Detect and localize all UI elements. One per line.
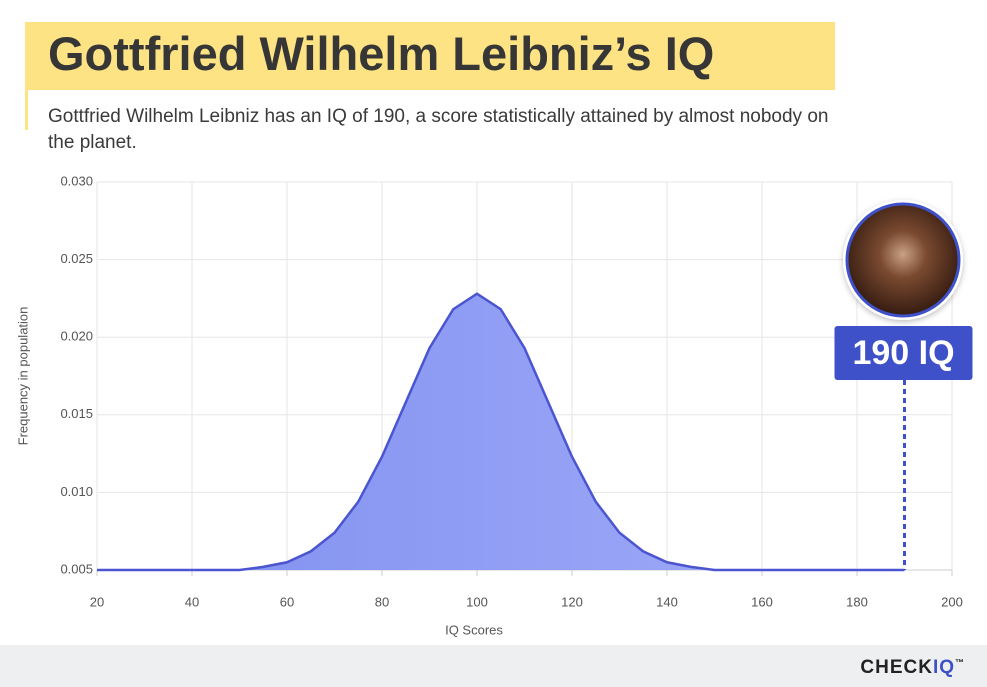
title-box (25, 22, 835, 90)
x-tick-label: 80 (375, 594, 389, 609)
chart: Frequency in population IQ Scores 0.005 0… (15, 173, 973, 637)
x-tick-label: 120 (561, 594, 583, 609)
y-tick-label: 0.005 (60, 561, 93, 576)
y-tick-label: 0.020 (60, 329, 93, 344)
x-tick-label: 40 (185, 594, 199, 609)
y-axis-label: Frequency in population (15, 307, 30, 446)
y-tick-label: 0.025 (60, 251, 93, 266)
subtitle-bar (25, 90, 28, 130)
x-tick-label: 180 (846, 594, 868, 609)
brand-accent: IQ (932, 657, 955, 678)
x-tick-label: 160 (751, 594, 773, 609)
y-tick-label: 0.010 (60, 484, 93, 499)
x-tick-label: 100 (466, 594, 488, 609)
brand-text: CHECK (860, 657, 933, 678)
x-tick-label: 20 (90, 594, 104, 609)
line (97, 292, 905, 572)
chart-title: Gottfried Wilhelm Leibniz’s IQ (48, 27, 715, 80)
annotation-badge (834, 326, 973, 380)
x-axis-label: IQ Scores (445, 622, 503, 637)
x-tick-label: 60 (280, 594, 294, 609)
chart-subtitle: Gottfried Wilhelm Leibniz has an IQ of 1… (48, 106, 829, 153)
footer: CHECKIQ™ (0, 645, 987, 687)
portrait (845, 202, 961, 318)
area (97, 293, 905, 570)
trademark: ™ (955, 657, 965, 668)
x-tick-label: 200 (941, 594, 963, 609)
y-tick-label: 0.015 (60, 406, 93, 421)
y-tick-label: 0.030 (60, 173, 93, 188)
brand: CHECKIQ™ (860, 657, 965, 679)
x-tick-label: 140 (656, 594, 678, 609)
annotation-label: 190 IQ (852, 334, 954, 372)
